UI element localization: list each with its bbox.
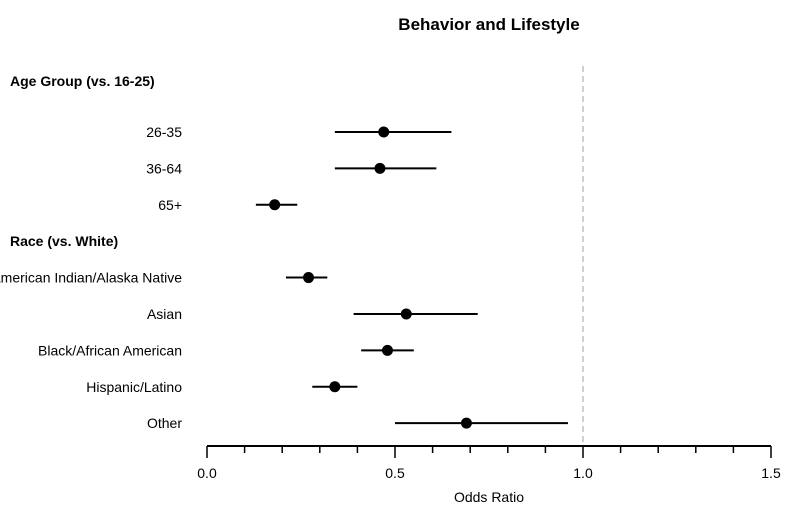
row-label: Hispanic/Latino	[86, 379, 182, 395]
rows-layer: Age Group (vs. 16-25) 26-35 36-64 65+ Race (…	[0, 73, 568, 431]
chart-title: Behavior and Lifestyle	[398, 15, 579, 34]
row-label: 26-35	[146, 124, 182, 140]
x-axis-title: Odds Ratio	[454, 489, 524, 505]
forest-row: 26-35	[146, 124, 452, 140]
group-label: Race (vs. White)	[10, 233, 118, 249]
forest-row: Black/African American	[38, 342, 414, 358]
row-label: 65+	[158, 197, 182, 213]
x-axis: 0.0 0.5 1.0 1.5	[197, 445, 781, 481]
forest-row: Asian	[147, 306, 478, 322]
x-tick-label: 0.5	[385, 465, 405, 481]
forest-row: 36-64	[146, 160, 437, 176]
point-estimate	[329, 381, 341, 393]
forest-row: 65+	[158, 197, 298, 213]
point-estimate	[400, 308, 412, 320]
row-label: Black/African American	[38, 342, 182, 358]
row-label: Asian	[147, 306, 182, 322]
point-estimate	[460, 417, 472, 429]
forest-row: American Indian/Alaska Native	[0, 270, 328, 286]
row-label: 36-64	[146, 160, 182, 176]
forest-row: Hispanic/Latino	[86, 379, 358, 395]
point-estimate	[378, 126, 390, 138]
x-tick-label: 1.0	[573, 465, 593, 481]
point-estimate	[374, 162, 386, 174]
point-estimate	[381, 344, 393, 356]
point-estimate	[269, 199, 281, 211]
row-label: Other	[147, 415, 182, 431]
row-label: American Indian/Alaska Native	[0, 270, 182, 286]
point-estimate	[303, 272, 315, 284]
forest-row: Other	[147, 415, 568, 431]
x-tick-label: 0.0	[197, 465, 217, 481]
group-label: Age Group (vs. 16-25)	[10, 73, 155, 89]
x-tick-label: 1.5	[761, 465, 781, 481]
